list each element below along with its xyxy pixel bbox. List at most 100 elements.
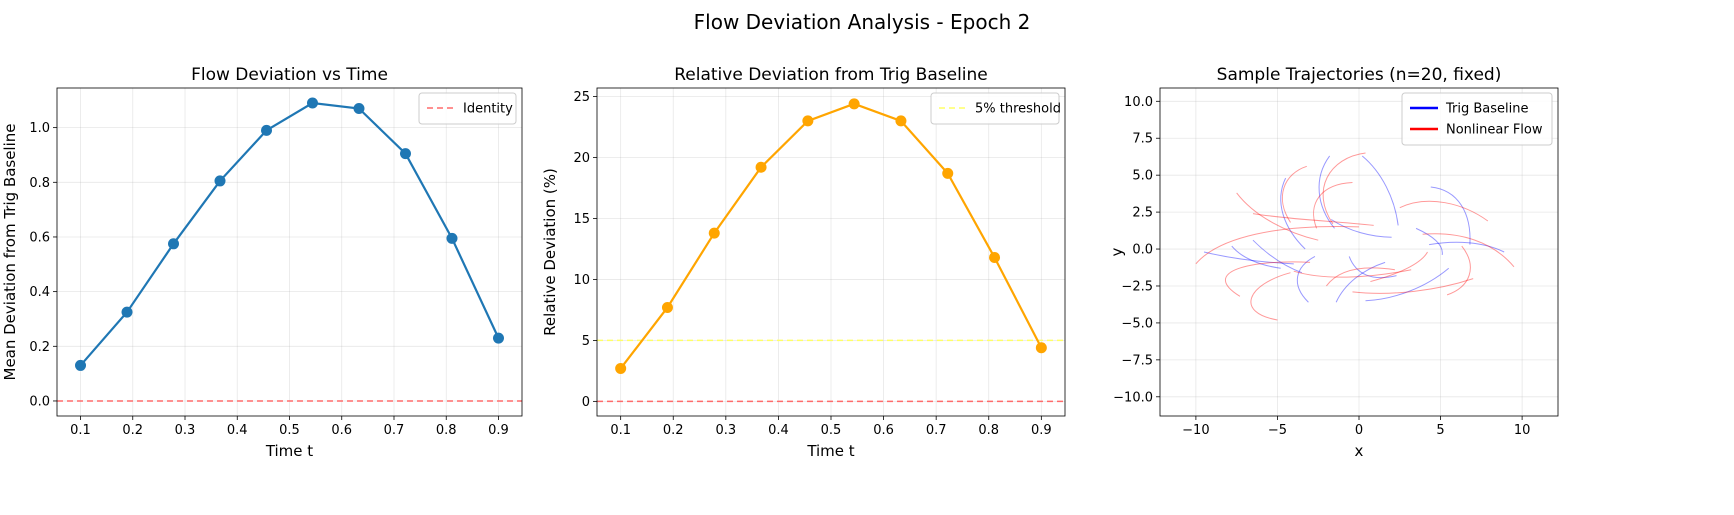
y-tick-label: 5.0 [1132,169,1153,184]
legend-box [418,92,517,125]
x-tick-label: 0.4 [227,423,248,438]
data-point [399,148,411,160]
x-tick-label: 10 [1514,423,1531,438]
nonlinear-trajectory [1250,272,1291,321]
y-tick-label: 0.8 [29,176,50,191]
x-tick-label: 0.6 [873,423,894,438]
y-tick-label: 25 [573,90,590,105]
y-tick-label: 10 [573,273,590,288]
series-line [619,102,1043,370]
axes-title: Relative Deviation from Trig Baseline [674,65,988,85]
nonlinear-trajectory [1322,152,1366,225]
nonlinear-trajectory [1446,245,1471,296]
plot-area [57,97,522,402]
y-tick-label: −10.0 [1113,390,1153,405]
data-point [446,232,458,244]
x-axis-label: Time t [806,442,854,460]
nonlinear-trajectory [1236,192,1319,241]
data-point [661,301,673,313]
x-tick-label: 0.5 [279,423,300,438]
y-tick-label: −7.5 [1121,353,1153,368]
panel-sample-trajectories: −10 −5 0 5 10 −10.0 −7.5 −5.0 −2.5 0.0 2.5 5.0 7.5 10… [1108,65,1559,460]
trig-trajectory [1429,241,1505,253]
plot-area [597,98,1065,403]
y-tick-label: 15 [573,212,590,227]
y-tick-label: 0 [582,395,590,410]
data-point [989,251,1001,263]
y-tick-label: 2.5 [1132,206,1153,221]
trig-trajectory [1203,251,1294,265]
data-point [942,167,954,179]
nonlinear-trajectory [1252,213,1374,226]
y-tick-label: 0.2 [29,340,50,355]
trig-trajectory [1415,227,1443,256]
x-tick-label: 0.5 [821,423,842,438]
x-tick-label: 0.7 [926,423,947,438]
y-tick-label: 5 [582,334,590,349]
x-tick-label: 0.1 [70,423,91,438]
trig-trajectory [1280,177,1306,250]
nonlinear-trajectory [1224,261,1311,297]
y-axis-label: Relative Deviation (%) [541,168,559,336]
data-point [121,306,133,318]
legend-label: Identity [463,102,513,117]
x-tick-label: 0.7 [384,423,405,438]
y-tick-label: 7.5 [1132,132,1153,147]
legend-box [1401,92,1553,146]
trig-trajectory [1318,155,1335,229]
axes-title: Flow Deviation vs Time [191,65,388,85]
trig-trajectory [1348,256,1397,279]
y-tick-label: 0.0 [1132,243,1153,258]
x-tick-label: −10 [1182,423,1209,438]
x-tick-label: 0.3 [175,423,196,438]
axes-title: Sample Trajectories (n=20, fixed) [1217,65,1502,85]
y-tick-label: −5.0 [1121,316,1153,331]
data-point [168,238,180,250]
legend: Trig Baseline Nonlinear Flow [1401,92,1553,146]
data-point [708,227,720,239]
plot-area [1195,152,1515,321]
trig-trajectory [1430,186,1471,245]
data-point [214,175,226,187]
data-point [848,98,860,110]
trig-trajectory [1296,255,1316,303]
data-point [1035,342,1047,354]
x-tick-label: 0.9 [1031,423,1052,438]
x-tick-label: 5 [1436,423,1444,438]
data-point [492,332,504,344]
x-tick-label: 0.6 [331,423,352,438]
data-point [306,97,318,109]
panel-flow-deviation: 0.1 0.2 0.3 0.4 0.5 0.6 0.7 0.8 0.9 0.0 0.2 0.4 0.6 0… [1,65,523,460]
legend-label: Nonlinear Flow [1446,123,1543,138]
y-tick-label: 10.0 [1124,95,1153,110]
data-point [895,115,907,127]
y-tick-label: 0.4 [29,285,50,300]
legend-box [930,92,1060,125]
trig-trajectory [1330,219,1392,238]
legend: Identity [418,92,517,125]
legend-label: Trig Baseline [1445,102,1529,117]
trig-trajectory [1365,267,1450,302]
x-tick-label: 0.3 [715,423,736,438]
data-point [802,115,814,127]
y-tick-label: 20 [573,151,590,166]
trig-trajectory [1252,239,1303,274]
x-axis-label: x [1355,442,1364,460]
y-tick-label: 1.0 [29,121,50,136]
nonlinear-trajectory [1399,200,1489,222]
x-tick-label: 0.2 [663,423,684,438]
y-tick-label: 0.6 [29,230,50,245]
panel-relative-deviation: 0.1 0.2 0.3 0.4 0.5 0.6 0.7 0.8 0.9 0 5 10 15 20 25 Rel… [541,65,1066,460]
nonlinear-trajectory [1325,267,1395,287]
figure-suptitle: Flow Deviation Analysis - Epoch 2 [694,10,1031,34]
y-axis-label: Mean Deviation from Trig Baseline [1,123,19,380]
nonlinear-trajectory [1281,165,1307,223]
nonlinear-trajectory [1422,233,1515,268]
data-point [615,362,627,374]
nonlinear-trajectory [1313,182,1353,229]
y-tick-label: 0.0 [29,394,50,409]
x-tick-label: 0.4 [768,423,789,438]
nonlinear-trajectory [1352,278,1474,294]
data-point [75,359,87,371]
